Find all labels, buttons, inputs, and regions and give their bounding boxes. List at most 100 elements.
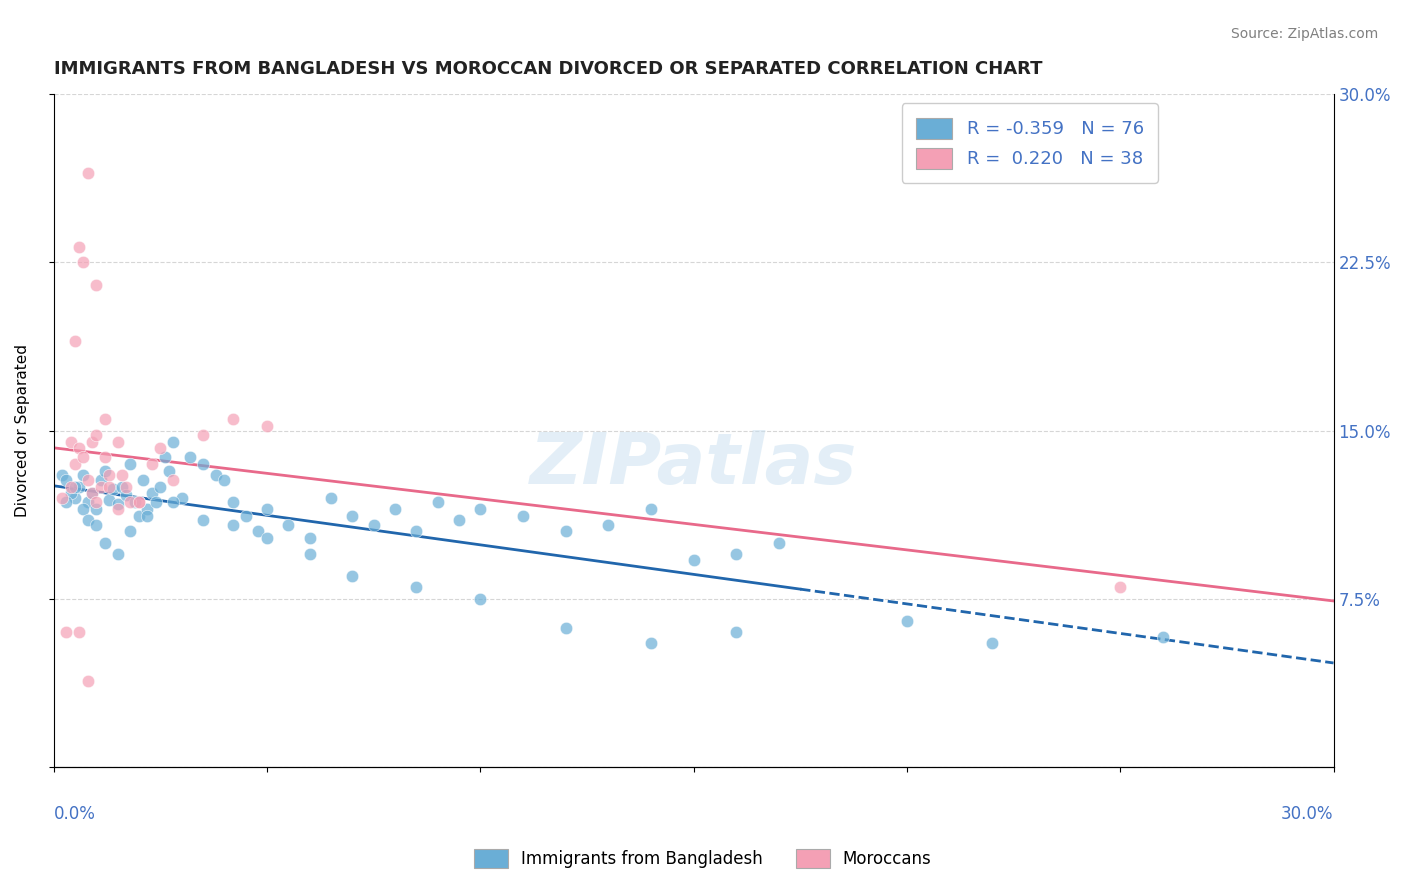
Text: Source: ZipAtlas.com: Source: ZipAtlas.com bbox=[1230, 27, 1378, 41]
Point bbox=[132, 473, 155, 487]
Point bbox=[222, 517, 245, 532]
Point bbox=[896, 614, 918, 628]
Point bbox=[63, 457, 86, 471]
Point bbox=[170, 491, 193, 505]
Y-axis label: Divorced or Separated: Divorced or Separated bbox=[15, 344, 30, 517]
Point bbox=[107, 502, 129, 516]
Point bbox=[76, 166, 98, 180]
Point bbox=[247, 524, 270, 539]
Point bbox=[111, 479, 134, 493]
Point bbox=[141, 457, 163, 471]
Point bbox=[115, 479, 138, 493]
Point bbox=[277, 517, 299, 532]
Point bbox=[115, 488, 138, 502]
Point bbox=[80, 486, 103, 500]
Point bbox=[84, 502, 107, 516]
Point bbox=[72, 468, 94, 483]
Point bbox=[470, 591, 492, 606]
Text: ZIPatlas: ZIPatlas bbox=[530, 430, 858, 499]
Point bbox=[725, 625, 748, 640]
Point bbox=[72, 450, 94, 465]
Point bbox=[153, 450, 176, 465]
Point bbox=[342, 569, 364, 583]
Point bbox=[256, 419, 278, 434]
Point bbox=[319, 491, 342, 505]
Point bbox=[204, 468, 226, 483]
Point bbox=[725, 547, 748, 561]
Point bbox=[59, 434, 82, 449]
Text: 0.0%: 0.0% bbox=[53, 805, 96, 823]
Point bbox=[1109, 580, 1132, 594]
Point bbox=[470, 502, 492, 516]
Point bbox=[191, 513, 214, 527]
Point bbox=[405, 580, 427, 594]
Point bbox=[363, 517, 385, 532]
Point bbox=[298, 531, 321, 545]
Point bbox=[640, 636, 662, 650]
Point bbox=[67, 442, 90, 456]
Point bbox=[59, 479, 82, 493]
Point bbox=[94, 412, 117, 426]
Point bbox=[67, 479, 90, 493]
Point bbox=[55, 625, 77, 640]
Point bbox=[162, 495, 184, 509]
Point bbox=[120, 457, 142, 471]
Point bbox=[162, 434, 184, 449]
Point bbox=[179, 450, 201, 465]
Point bbox=[554, 621, 576, 635]
Point bbox=[1152, 630, 1174, 644]
Point bbox=[107, 547, 129, 561]
Point bbox=[94, 535, 117, 549]
Point bbox=[80, 434, 103, 449]
Point bbox=[405, 524, 427, 539]
Point bbox=[157, 464, 180, 478]
Point bbox=[447, 513, 470, 527]
Point bbox=[98, 468, 121, 483]
Point bbox=[98, 479, 121, 493]
Point bbox=[120, 495, 142, 509]
Point bbox=[768, 535, 790, 549]
Point bbox=[256, 502, 278, 516]
Point bbox=[426, 495, 449, 509]
Point bbox=[84, 517, 107, 532]
Point bbox=[55, 473, 77, 487]
Point bbox=[67, 240, 90, 254]
Point bbox=[76, 513, 98, 527]
Point bbox=[59, 486, 82, 500]
Point bbox=[342, 508, 364, 523]
Point bbox=[107, 434, 129, 449]
Point bbox=[124, 495, 146, 509]
Point bbox=[107, 498, 129, 512]
Point bbox=[191, 457, 214, 471]
Point bbox=[141, 486, 163, 500]
Point bbox=[84, 428, 107, 442]
Point bbox=[51, 491, 73, 505]
Point bbox=[51, 468, 73, 483]
Point bbox=[90, 479, 112, 493]
Point bbox=[94, 464, 117, 478]
Point bbox=[67, 625, 90, 640]
Point bbox=[63, 491, 86, 505]
Point bbox=[384, 502, 406, 516]
Point bbox=[298, 547, 321, 561]
Point bbox=[149, 479, 172, 493]
Point bbox=[162, 473, 184, 487]
Text: 30.0%: 30.0% bbox=[1281, 805, 1333, 823]
Legend: Immigrants from Bangladesh, Moroccans: Immigrants from Bangladesh, Moroccans bbox=[468, 842, 938, 875]
Point bbox=[640, 502, 662, 516]
Point bbox=[981, 636, 1004, 650]
Point bbox=[145, 495, 167, 509]
Point bbox=[72, 502, 94, 516]
Point bbox=[76, 473, 98, 487]
Point bbox=[682, 553, 704, 567]
Point bbox=[554, 524, 576, 539]
Point bbox=[55, 495, 77, 509]
Point bbox=[84, 277, 107, 292]
Point bbox=[128, 495, 150, 509]
Point bbox=[256, 531, 278, 545]
Point bbox=[512, 508, 534, 523]
Point bbox=[222, 412, 245, 426]
Point bbox=[136, 508, 159, 523]
Point bbox=[103, 482, 125, 496]
Point bbox=[214, 473, 236, 487]
